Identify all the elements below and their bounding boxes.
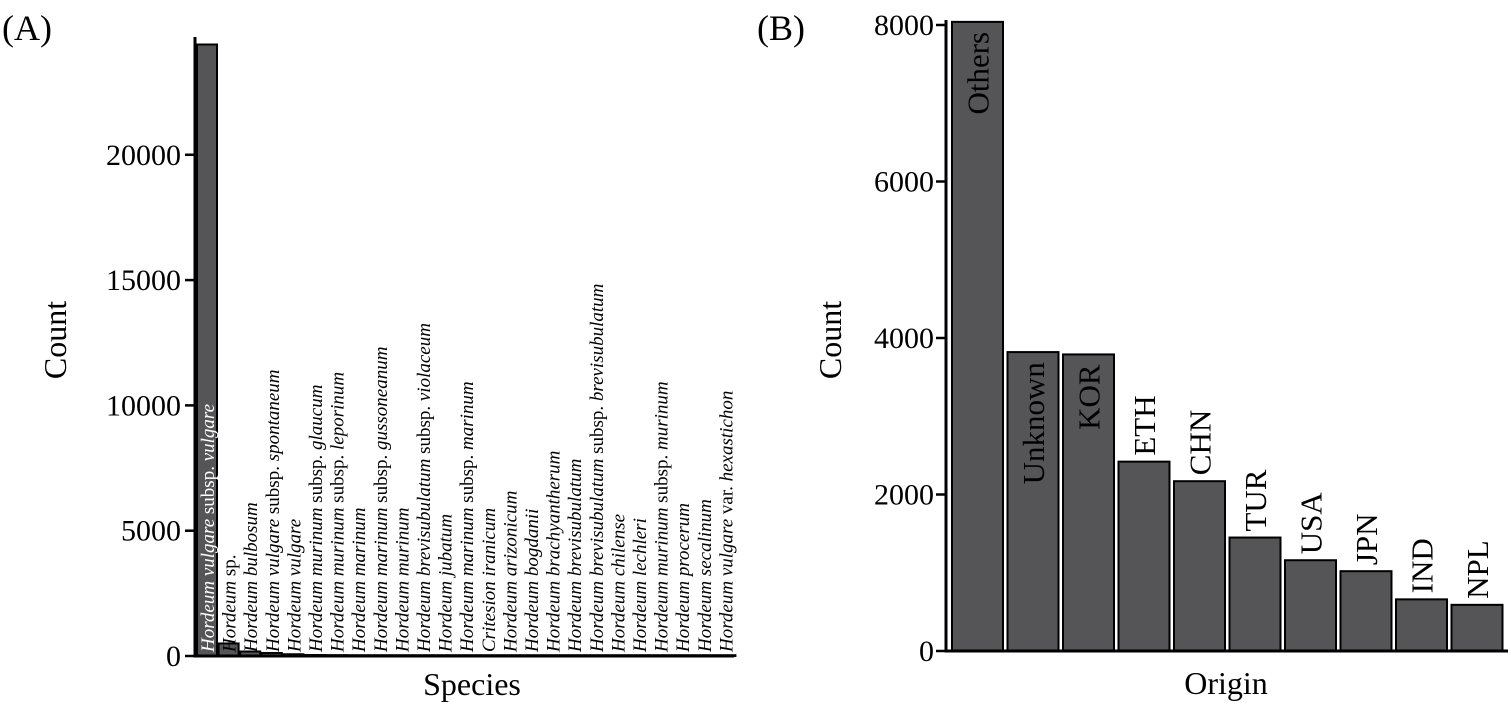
panel-a-axes: [193, 37, 734, 658]
panel-b-bar: [1395, 598, 1448, 652]
panel-a-category-label: Hordeum brevisubulatum subsp. violaceum: [414, 323, 435, 653]
panel-a-category-label: Hordeum bogdanii: [522, 509, 543, 653]
panel-a-category-label: Hordeum arizonicum: [500, 491, 521, 653]
panel-a-category-label: Hordeum marinum: [349, 508, 370, 653]
panel-b-x-axis-title: Origin: [1184, 665, 1268, 701]
panel-b-bar: [1284, 559, 1337, 652]
panel-a-y-tick-label: 5000: [121, 515, 181, 548]
panel-a-bar-chart: (A) Count Species Hordeum vulgare subsp.…: [2, 8, 737, 702]
panel-b-bar: [1450, 603, 1504, 653]
panel-b-bar: [951, 20, 1004, 653]
panel-b-bar: [1117, 460, 1171, 653]
panel-a-y-axis-title: Count: [37, 301, 73, 379]
panel-b-category-label: TUR: [1238, 469, 1273, 531]
panel-b-y-tick-label: 4000: [874, 322, 934, 355]
panel-a-category-label: Hordeum bulbosum: [241, 502, 262, 653]
panel-a-category-label: Hordeum jubatum: [436, 514, 457, 653]
panel-a-x-axis-title: Species: [423, 666, 521, 702]
panel-b-category-label: KOR: [1072, 364, 1107, 430]
panel-a-category-label: Critesion iranicum: [479, 508, 500, 652]
panel-b-y-tick-label: 0: [919, 635, 934, 668]
panel-a-category-label: Hordeum vulgare: [284, 519, 305, 653]
panel-a-category-label: Hordeum procerum: [673, 503, 694, 653]
panel-a-category-label: Hordeum brachyantherum: [544, 451, 565, 653]
panel-a-category-label: Hordeum murinum subsp. murinum: [652, 381, 673, 653]
panel-a-category-label: Hordeum murinum subsp. leporinum: [328, 372, 349, 653]
panel-a-y-tick-label: 10000: [106, 389, 181, 422]
panel-b-y-ticks: 0 2000 4000 6000 8000: [874, 9, 946, 668]
panel-b-bar: [1062, 353, 1115, 652]
panel-a-category-label: Hordeum murinum: [392, 508, 413, 653]
panel-a-label: (A): [2, 8, 52, 48]
panel-a-category-label: Hordeum vulgare subsp. vulgare: [198, 404, 219, 653]
panel-a-category-label: Hordeum chilense: [608, 514, 629, 653]
panel-b-category-label: JPN: [1349, 513, 1384, 565]
panel-b-category-label: USA: [1294, 492, 1329, 555]
panel-b-bar: [1228, 536, 1282, 652]
panel-b-category-label: NPL: [1460, 540, 1495, 599]
panel-b-bar: [1339, 570, 1393, 652]
panel-a-category-label: Hordeum brevisubulatum: [565, 459, 586, 653]
panel-b-bar-chart: (B) Count Origin Others Unknown KOR ETH CHN T…: [757, 8, 1508, 701]
panel-a-y-tick-label: 0: [166, 640, 181, 673]
panel-b-y-tick-label: 6000: [874, 166, 934, 199]
panel-a-y-tick-label: 15000: [106, 264, 181, 297]
panel-b-category-label: IND: [1405, 538, 1440, 593]
panel-a-category-label: Hordeum vulgare subsp. spontaneum: [263, 369, 284, 653]
panel-b-category-label: CHN: [1183, 410, 1218, 475]
panel-a-category-label: Hordeum marinum subsp. marinum: [457, 381, 478, 653]
panel-b-bar: [1173, 480, 1226, 653]
panel-b-bars: [951, 20, 1504, 653]
panel-b-y-axis-title: Count: [812, 301, 848, 379]
panel-b-label: (B): [757, 8, 805, 48]
panel-b-bar: [1006, 351, 1060, 652]
panel-b-category-label: ETH: [1127, 395, 1162, 455]
panel-a-y-ticks: 0 5000 10000 15000 20000: [106, 139, 195, 673]
panel-b-y-tick-label: 2000: [874, 479, 934, 512]
panel-a-category-label: Hordeum lechleri: [630, 518, 651, 653]
panel-a-category-label: Hordeum marinum subsp. gussoneanum: [371, 347, 392, 653]
panel-a-category-label: Hordeum murinum subsp. glaucum: [306, 385, 327, 653]
panel-a-category-label: Hordeum secalinum: [695, 499, 716, 653]
panel-b-bar-labels: Others Unknown KOR ETH CHN TUR USA JPN IND NPL: [961, 32, 1496, 599]
panel-a-category-label: Hordeum sp.: [220, 555, 241, 653]
panel-a-category-label: Hordeum brevisubulatum subsp. brevisubul…: [587, 284, 608, 653]
panel-a-y-tick-label: 20000: [106, 139, 181, 172]
panel-a-category-label: Hordeum vulgare var. hexastichon: [716, 391, 737, 653]
panel-b-category-label: Others: [961, 32, 996, 115]
panel-b-y-tick-label: 8000: [874, 9, 934, 42]
panel-b-axes: [944, 20, 1508, 653]
panel-b-category-label: Unknown: [1016, 362, 1051, 485]
